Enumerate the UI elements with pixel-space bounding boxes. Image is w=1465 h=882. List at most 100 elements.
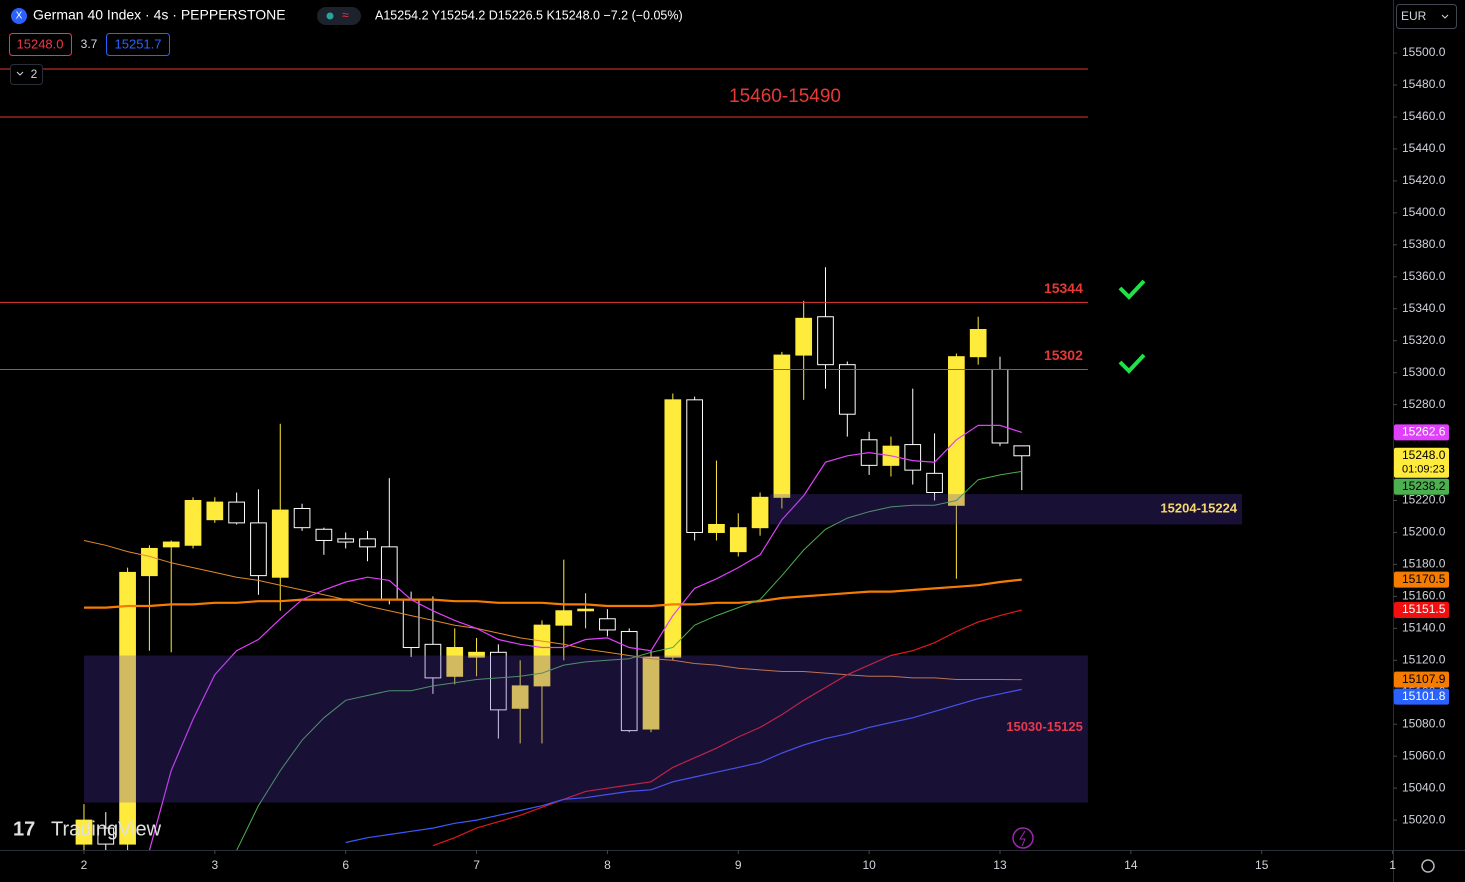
watermark: TradingView <box>51 818 162 840</box>
ohlc-header: A15254.2 Y15254.2 D15226.5 K15248.0 −7.2… <box>375 8 683 22</box>
candle-body <box>162 541 180 548</box>
moving-average <box>432 609 1022 847</box>
y-tick-label: 15120.0 <box>1402 652 1446 666</box>
moving-average <box>148 424 1022 850</box>
currency-select[interactable] <box>1396 4 1457 29</box>
currency: EUR <box>1401 9 1427 23</box>
chevron <box>16 71 24 76</box>
level-label: 15302 <box>1044 347 1083 363</box>
zone-label: 15030-15125 <box>1006 719 1083 734</box>
x-tick-label: 8 <box>604 858 611 872</box>
y-tick-label: 15020.0 <box>1402 812 1446 826</box>
candle-body <box>446 647 464 677</box>
price-tag-label: 15248.0 <box>1402 448 1446 462</box>
candle-body <box>599 618 616 631</box>
y-tick-label: 15060.0 <box>1402 748 1446 762</box>
price-tag <box>1394 447 1449 478</box>
y-tick-label: 15480.0 <box>1402 77 1446 91</box>
y-tick-label: 15080.0 <box>1402 716 1446 730</box>
candle-body <box>664 399 682 658</box>
price-tag <box>1394 478 1449 495</box>
candle-body <box>424 643 442 679</box>
x-tick-label: 6 <box>342 858 349 872</box>
y-tick-label: 15040.0 <box>1402 780 1446 794</box>
candle-body <box>402 599 420 649</box>
buy-button[interactable] <box>106 33 170 56</box>
candle-body <box>686 399 703 533</box>
candle-body <box>577 608 594 612</box>
candle-body <box>97 827 115 845</box>
status-pill[interactable] <box>317 7 361 25</box>
candle-body <box>511 685 529 709</box>
candle-body <box>206 501 224 521</box>
price-tag <box>1394 424 1449 441</box>
x-tick-label: 14 <box>1124 858 1138 872</box>
chevron <box>1441 14 1449 19</box>
y-tick-label: 15280.0 <box>1402 397 1446 411</box>
moving-average <box>345 688 1022 844</box>
sell-button[interactable] <box>9 33 72 56</box>
candle-body <box>969 329 987 358</box>
candle-body <box>250 522 267 577</box>
settings-icon[interactable] <box>1421 859 1435 873</box>
candle-body <box>359 538 376 548</box>
candle-body <box>228 501 245 524</box>
candle-body <box>555 610 573 626</box>
candle-body <box>904 444 922 471</box>
candle-body <box>490 651 507 711</box>
candle-body <box>468 651 485 658</box>
price-tag <box>1394 571 1449 588</box>
check-icon <box>1118 353 1146 374</box>
candle-body <box>642 656 660 730</box>
spread: 3.7 <box>81 37 98 51</box>
candle-body <box>315 528 333 541</box>
price-tag-label: 15107.9 <box>1402 672 1446 686</box>
replay-icon[interactable] <box>1012 827 1034 849</box>
candle-body <box>795 317 813 356</box>
indicators-toggle[interactable] <box>10 64 43 85</box>
symbol-title[interactable]: German 40 Index · 4s · PEPPERSTONE <box>33 7 286 23</box>
y-tick-label: 15500.0 <box>1402 45 1446 59</box>
price-tag <box>1394 688 1449 705</box>
candle-body <box>729 527 747 553</box>
x-tick-label: 13 <box>993 858 1007 872</box>
y-tick-label: 15140.0 <box>1402 621 1446 635</box>
candle-body <box>773 354 791 498</box>
y-tick-label: 15380.0 <box>1402 237 1446 251</box>
candle-body <box>817 316 834 366</box>
x-tick-label: 9 <box>735 858 742 872</box>
candle-body <box>141 547 158 577</box>
y-tick-label: 15340.0 <box>1402 301 1446 315</box>
range-label: 15460-15490 <box>729 86 841 107</box>
y-tick-label: 15400.0 <box>1402 205 1446 219</box>
candle-body <box>119 571 136 845</box>
y-tick-label: 15300.0 <box>1402 365 1446 379</box>
x-tick-label: 7 <box>473 858 480 872</box>
y-tick-label: 15460.0 <box>1402 109 1446 123</box>
buy-price: 15251.7 <box>115 36 162 51</box>
x-tick-label: 3 <box>211 858 218 872</box>
moving-average <box>83 540 1022 681</box>
zone <box>769 494 1243 525</box>
candle-body <box>926 472 943 494</box>
axes: 15020.015040.015060.015080.015100.015120… <box>81 45 1449 872</box>
y-tick-label: 15360.0 <box>1402 269 1446 283</box>
y-tick-label: 15440.0 <box>1402 141 1446 155</box>
y-tick-label: 15180.0 <box>1402 557 1446 571</box>
candle-body <box>708 523 725 533</box>
candle-body <box>1013 445 1031 457</box>
symbol-icon-mark: X <box>16 11 23 22</box>
symbol-icon <box>11 8 27 24</box>
y-tick-label: 15160.0 <box>1402 589 1446 603</box>
candle-body <box>293 507 311 529</box>
x-tick-label: 1 <box>1389 858 1396 872</box>
price-tag-label: 15262.6 <box>1402 425 1446 439</box>
candle-body <box>991 368 1009 444</box>
y-tick-label: 15220.0 <box>1402 493 1446 507</box>
bolt <box>1019 830 1026 847</box>
logo-mark: 17 <box>13 818 35 840</box>
sell-price: 15248.0 <box>17 36 64 51</box>
level-label: 15344 <box>1044 280 1083 296</box>
candle-body <box>838 364 856 415</box>
